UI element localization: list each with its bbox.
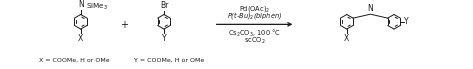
Text: Cs$_2$CO$_3$, 100 °C: Cs$_2$CO$_3$, 100 °C (228, 28, 281, 39)
Text: Pd(OAc)$_2$: Pd(OAc)$_2$ (239, 4, 270, 14)
Text: Y: Y (404, 17, 409, 26)
Text: scCO$_2$: scCO$_2$ (244, 36, 265, 46)
Text: X: X (78, 34, 83, 43)
Text: N: N (368, 4, 373, 13)
Text: N: N (78, 0, 84, 9)
Text: SiMe$_3$: SiMe$_3$ (86, 2, 108, 12)
Text: Br: Br (160, 1, 168, 10)
Text: +: + (121, 20, 129, 30)
Text: X: X (344, 34, 350, 43)
Text: X = COOMe, H or OMe: X = COOMe, H or OMe (39, 58, 110, 63)
Text: Y = COOMe, H or OMe: Y = COOMe, H or OMe (134, 58, 204, 63)
Text: Y: Y (162, 34, 166, 43)
Text: P($t$-Bu)$_2$(biphen): P($t$-Bu)$_2$(biphen) (227, 10, 282, 21)
